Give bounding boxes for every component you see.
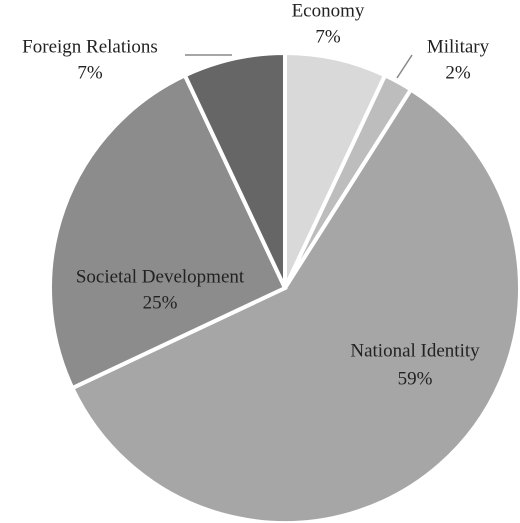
slice-value-label: 7% [315,26,341,47]
slice-label: Societal Development [76,266,245,287]
slice-label: Foreign Relations [22,36,158,57]
slice-label: National Identity [350,340,480,361]
slice-value-label: 2% [445,62,471,83]
leader-line [396,54,413,79]
pie-slice [69,86,520,523]
slice-value-label: 7% [77,62,103,83]
pie-slice [182,50,287,289]
slice-label: Military [427,36,490,57]
slice-value-label: 59% [398,368,433,389]
pie-slice [48,72,288,391]
slice-label: Economy [292,0,365,21]
slice-value-label: 25% [143,292,178,313]
